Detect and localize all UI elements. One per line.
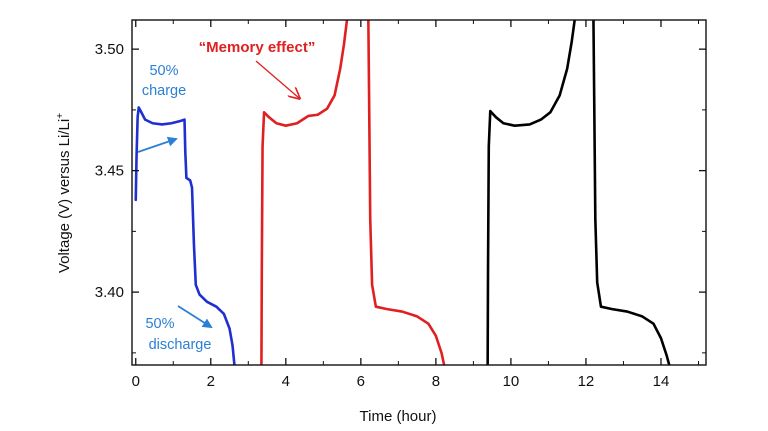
series-line-3-red bbox=[367, 20, 446, 365]
axes-layer bbox=[131, 19, 707, 366]
annotation-charge-line1: 50% bbox=[149, 63, 178, 79]
y-tick-label-3.45: 3.45 bbox=[95, 163, 124, 180]
x-tick-label-8: 8 bbox=[432, 373, 440, 390]
series-layer bbox=[134, 20, 671, 365]
series-line-4-black bbox=[486, 20, 576, 365]
x-tick-label-14: 14 bbox=[653, 373, 670, 390]
annotation-discharge-arrow bbox=[177, 305, 213, 329]
series-line-2-red bbox=[260, 20, 349, 365]
series-line-1-blue bbox=[134, 106, 236, 365]
y-tick-label-3.5: 3.50 bbox=[95, 41, 124, 58]
x-tick-label-6: 6 bbox=[357, 373, 365, 390]
plot-frame bbox=[131, 19, 707, 366]
x-tick-label-0: 0 bbox=[132, 373, 140, 390]
x-tick-label-4: 4 bbox=[282, 373, 290, 390]
annotation-discharge-line1: 50% bbox=[145, 316, 174, 332]
annotation-discharge-line2: discharge bbox=[149, 337, 212, 353]
annotation-memory-effect: “Memory effect” bbox=[199, 39, 316, 98]
annotation-memory-effect-label: “Memory effect” bbox=[199, 39, 316, 56]
annotation-charge: 50% charge bbox=[137, 63, 186, 153]
x-tick-label-10: 10 bbox=[503, 373, 520, 390]
y-axis-title-superscript: + bbox=[55, 113, 66, 119]
annotation-discharge: 50% discharge bbox=[145, 305, 213, 353]
y-axis-title-main: Voltage (V) versus Li/Li bbox=[56, 119, 73, 273]
y-tick-label-3.4: 3.40 bbox=[95, 284, 124, 301]
annotation-charge-arrow bbox=[137, 136, 178, 153]
x-tick-label-12: 12 bbox=[578, 373, 595, 390]
annotation-charge-line2: charge bbox=[142, 83, 186, 99]
y-axis-title: Voltage (V) versus Li/Li+ bbox=[55, 113, 73, 273]
series-line-5-black bbox=[592, 20, 671, 365]
x-axis-title: Time (hour) bbox=[360, 408, 437, 425]
annotation-memory-effect-arrow bbox=[255, 60, 299, 98]
ticks-layer: 0 2 4 6 8 10 12 14 3.40 3.45 3.50 bbox=[95, 20, 706, 390]
x-tick-label-2: 2 bbox=[207, 373, 215, 390]
